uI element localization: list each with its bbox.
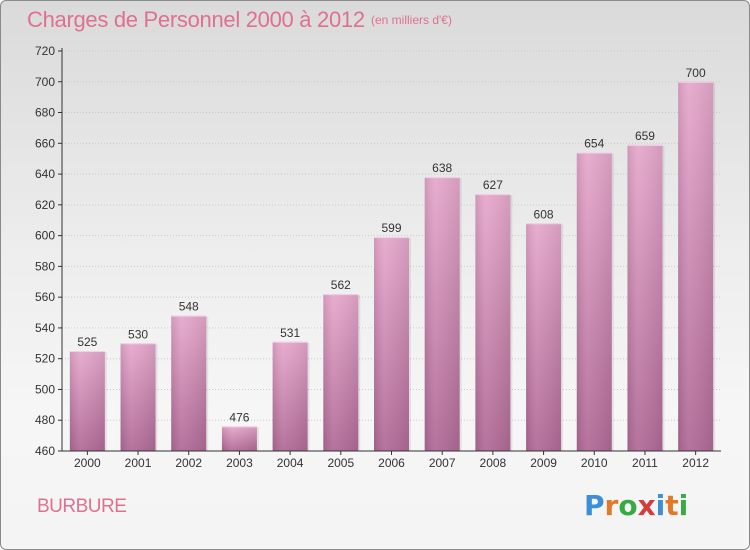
x-tick-label: 2010 bbox=[581, 456, 608, 470]
proxiti-logo: Proxiti bbox=[584, 489, 688, 522]
y-tick-label: 700 bbox=[35, 75, 55, 89]
bar-shade bbox=[576, 152, 612, 452]
logo-letter: o bbox=[618, 489, 638, 522]
y-tick-label: 560 bbox=[35, 290, 55, 304]
y-tick-label: 500 bbox=[35, 382, 55, 396]
bar-shade bbox=[323, 294, 359, 451]
y-tick-label: 720 bbox=[35, 44, 55, 58]
logo-letter: x bbox=[637, 489, 656, 522]
x-tick-label: 2009 bbox=[530, 456, 557, 470]
y-tick-label: 620 bbox=[35, 198, 55, 212]
data-label: 654 bbox=[584, 137, 604, 151]
data-label: 531 bbox=[280, 326, 300, 340]
x-tick-label: 2012 bbox=[682, 456, 709, 470]
x-tick-label: 2005 bbox=[327, 456, 354, 470]
bar-shade bbox=[120, 343, 156, 451]
x-tick-label: 2011 bbox=[632, 456, 658, 470]
x-tick-label: 2007 bbox=[429, 456, 456, 470]
x-tick-label: 2003 bbox=[226, 456, 253, 470]
x-tick-label: 2004 bbox=[277, 456, 304, 470]
data-label: 608 bbox=[534, 207, 554, 221]
logo-letter: P bbox=[584, 489, 605, 522]
bar-shade bbox=[475, 194, 511, 452]
x-tick-label: 2002 bbox=[175, 456, 202, 470]
bar-shade bbox=[272, 341, 308, 451]
logo-letter: r bbox=[604, 489, 619, 522]
data-label: 562 bbox=[331, 278, 351, 292]
x-tick-label: 2000 bbox=[74, 456, 101, 470]
y-tick-label: 640 bbox=[35, 167, 55, 181]
axes: 460 480 500 520 540 560 580 600 620 640 660 680 700 7… bbox=[35, 44, 721, 470]
y-tick-label: 580 bbox=[35, 259, 55, 273]
y-tick-label: 520 bbox=[35, 352, 55, 366]
data-label: 476 bbox=[229, 410, 249, 424]
y-tick-label: 680 bbox=[35, 106, 55, 120]
chart-title: Charges de Personnel 2000 à 2012 bbox=[27, 7, 365, 32]
bars bbox=[69, 81, 716, 452]
data-label: 548 bbox=[179, 300, 199, 314]
bar-shade bbox=[424, 177, 460, 451]
data-label: 700 bbox=[686, 66, 706, 80]
bar-shade bbox=[627, 144, 663, 451]
bar-shade bbox=[678, 81, 714, 452]
x-tick-label: 2008 bbox=[480, 456, 507, 470]
x-tick-label: 2006 bbox=[378, 456, 405, 470]
data-label: 627 bbox=[483, 178, 503, 192]
y-tick-label: 480 bbox=[35, 413, 55, 427]
data-label: 599 bbox=[381, 221, 401, 235]
bar-shade bbox=[526, 223, 562, 451]
logo-letter: i bbox=[655, 489, 666, 522]
data-label: 638 bbox=[432, 161, 452, 175]
logo-letter: i bbox=[678, 489, 689, 522]
bar-shade bbox=[171, 315, 207, 451]
y-tick-label: 540 bbox=[35, 321, 55, 335]
data-label: 659 bbox=[635, 129, 655, 143]
data-label: 530 bbox=[128, 327, 148, 341]
labels: 525 530 548 476 531 562 599 638 627 608 654 659 700 bbox=[77, 66, 706, 425]
commune-name: BURBURE bbox=[37, 496, 127, 517]
logo-letter: t bbox=[665, 489, 679, 522]
bar-shade bbox=[69, 351, 105, 451]
chart-subtitle: (en milliers d'€) bbox=[371, 13, 452, 27]
data-label: 525 bbox=[77, 335, 97, 349]
y-tick-label: 600 bbox=[35, 229, 55, 243]
x-tick-label: 2001 bbox=[125, 456, 152, 470]
bar-shade bbox=[374, 237, 409, 451]
bar-shade bbox=[221, 426, 257, 451]
y-tick-label: 460 bbox=[35, 444, 55, 458]
y-tick-label: 660 bbox=[35, 136, 55, 150]
